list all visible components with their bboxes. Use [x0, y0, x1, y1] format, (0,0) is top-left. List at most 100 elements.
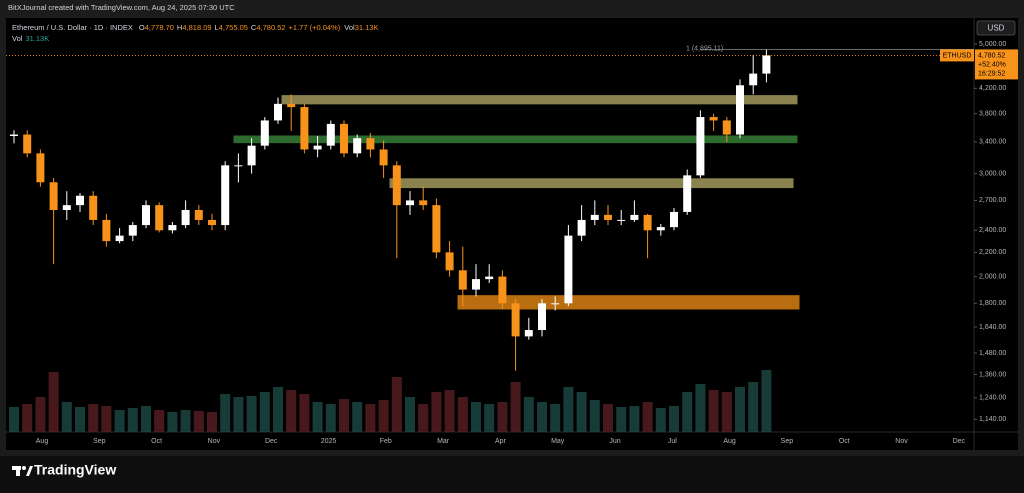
volume-bar: [365, 404, 376, 432]
y-tick-label: 2,200.00: [979, 249, 1006, 256]
candle-body: [538, 303, 546, 331]
volume-bar: [114, 410, 125, 432]
candle-body: [208, 219, 216, 226]
volume-bar: [708, 390, 719, 432]
price-scale: [974, 18, 1018, 432]
candle-body: [472, 279, 480, 290]
volume-bar: [721, 392, 732, 432]
candle-body: [194, 209, 203, 220]
volume-bar: [193, 411, 204, 432]
volume-bar: [418, 404, 429, 432]
x-tick-label: Feb: [380, 438, 392, 445]
volume-bar: [748, 382, 759, 432]
x-tick-label: May: [551, 438, 565, 445]
candle-body: [62, 205, 71, 210]
volume-row: Vol 31.13K: [12, 34, 49, 43]
x-tick-label: Oct: [839, 438, 850, 445]
candle-body: [630, 214, 639, 220]
last-price-label: 4,780.52: [978, 52, 1005, 59]
currency-button[interactable]: [976, 20, 1016, 36]
symbol-tag: [940, 49, 974, 62]
volume-bar: [378, 400, 389, 432]
volume-bar: [352, 402, 363, 432]
currency-label[interactable]: USD: [988, 24, 1005, 33]
volume-bar: [563, 387, 574, 432]
high-marker-label: 1 (4,895.11): [686, 45, 723, 52]
candle-body: [340, 123, 348, 154]
volume-bar: [299, 394, 310, 432]
volume-bar: [484, 404, 495, 432]
ohlc-key: L: [215, 23, 219, 32]
symbol-label: ETHUSD: [943, 52, 972, 59]
y-tick-label: 2,000.00: [979, 273, 1006, 280]
volume-bar: [101, 406, 112, 432]
legend-row: Ethereum / U.S. Dollar · 1D · INDEX O4,77…: [12, 23, 378, 32]
candle-body: [260, 120, 269, 146]
candle-body: [353, 138, 362, 154]
x-tick-label: Sep: [781, 438, 794, 445]
candle-body: [551, 303, 560, 305]
volume-bar: [48, 372, 59, 432]
y-tick-label: 1,360.00: [979, 371, 1006, 378]
candle-body: [287, 103, 296, 108]
candle-body: [128, 225, 137, 236]
x-tick-label: Dec: [265, 438, 278, 445]
candle-body: [762, 55, 771, 74]
volume-bar: [471, 402, 481, 432]
volume-bar: [88, 404, 99, 432]
y-tick-label: 3,400.00: [979, 139, 1006, 146]
volume-bar: [22, 404, 33, 432]
volume-bar: [35, 397, 46, 432]
ohlc-value: 4,755.05: [219, 23, 248, 32]
volume-bar: [497, 402, 508, 432]
y-tick-label: 2,700.00: [979, 197, 1006, 204]
x-tick-label: Aug: [36, 438, 49, 445]
volume-bar: [629, 406, 640, 432]
candle-body: [10, 134, 18, 136]
x-tick-label: Mar: [437, 438, 450, 445]
ohlc-key: H: [177, 23, 182, 32]
candle-body: [168, 225, 177, 231]
candle-body: [577, 219, 586, 236]
volume-bar: [207, 412, 217, 432]
volume-bar: [154, 410, 165, 432]
y-tick-label: 3,000.00: [979, 171, 1006, 178]
x-tick-label: Nov: [208, 438, 221, 445]
volume-bar: [642, 402, 653, 432]
y-tick-label: 5,000.00: [979, 41, 1006, 48]
y-tick-label: 3,800.00: [979, 111, 1006, 118]
candle-body: [89, 195, 98, 220]
volume-bar: [273, 387, 283, 432]
candle-body: [36, 153, 45, 183]
volume-bar: [589, 400, 600, 432]
volume-bar: [537, 402, 547, 432]
candle-body: [326, 123, 335, 146]
zone: [233, 135, 798, 144]
attribution: BitXJournal created with TradingView.com…: [8, 3, 235, 12]
candle-body: [564, 235, 573, 304]
ohlc-key: C: [251, 23, 257, 32]
volume-bar: [616, 407, 627, 432]
x-tick-label: Apr: [495, 438, 507, 445]
volume-value: 31.13K: [355, 23, 379, 32]
candle-body: [617, 219, 626, 221]
candle-body: [524, 330, 533, 337]
candle-body: [155, 205, 164, 231]
y-tick-label: 2,400.00: [979, 227, 1006, 234]
candle-body: [366, 138, 375, 150]
volume-bar: [9, 407, 19, 432]
volume-bar: [180, 410, 191, 432]
x-tick-label: Oct: [151, 438, 162, 445]
volume-bar: [576, 392, 587, 432]
candle-body: [683, 175, 692, 212]
candle-body: [274, 103, 282, 121]
volume-bar: [391, 377, 402, 432]
time-scale: [6, 432, 1018, 450]
volume-bar: [682, 392, 693, 432]
candle-body: [604, 214, 612, 220]
volume-bar: [141, 406, 151, 432]
y-tick-label: 1,140.00: [979, 416, 1006, 423]
brand-logo: [12, 466, 33, 476]
volume-bar: [695, 384, 706, 432]
